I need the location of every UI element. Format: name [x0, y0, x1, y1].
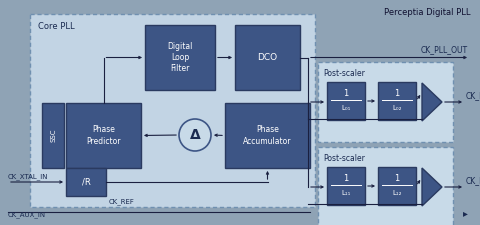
Text: CK_XTAL_IN: CK_XTAL_IN — [8, 173, 48, 180]
Polygon shape — [422, 83, 442, 121]
Text: L₁₁: L₁₁ — [341, 190, 351, 196]
Text: CK_PLL_DIV0: CK_PLL_DIV0 — [466, 91, 480, 100]
Bar — [30, 14, 315, 207]
Text: Phase
Predictor: Phase Predictor — [86, 126, 121, 146]
Text: CK_REF: CK_REF — [109, 198, 135, 205]
Bar — [327, 167, 365, 205]
Bar — [66, 168, 106, 196]
Text: SSC: SSC — [50, 129, 56, 142]
Polygon shape — [422, 168, 442, 206]
Text: ▸: ▸ — [463, 208, 468, 218]
Text: DCO: DCO — [257, 53, 277, 62]
Text: Post-scaler: Post-scaler — [323, 69, 365, 78]
Bar — [235, 25, 300, 90]
Bar — [318, 62, 453, 142]
Bar — [378, 82, 416, 120]
Text: 1: 1 — [395, 89, 400, 98]
Bar — [42, 103, 64, 168]
Text: Digital
Loop
Filter: Digital Loop Filter — [168, 42, 192, 73]
Text: L₀₁: L₀₁ — [341, 105, 351, 111]
Bar — [378, 167, 416, 205]
Text: Post-scaler: Post-scaler — [323, 154, 365, 163]
Bar — [318, 147, 453, 225]
Text: 1: 1 — [395, 174, 400, 183]
Text: CK_AUX_IN: CK_AUX_IN — [8, 211, 46, 218]
Bar — [225, 103, 310, 168]
Text: L₀₂: L₀₂ — [392, 105, 402, 111]
Text: CK_PLL_OUT: CK_PLL_OUT — [421, 45, 468, 54]
Circle shape — [179, 119, 211, 151]
Text: Δ: Δ — [190, 128, 200, 142]
Text: 1: 1 — [343, 89, 348, 98]
Text: /R: /R — [82, 178, 90, 187]
Text: Core PLL: Core PLL — [38, 22, 74, 31]
Bar — [66, 103, 141, 168]
Text: Phase
Accumulator: Phase Accumulator — [243, 126, 292, 146]
Bar — [327, 82, 365, 120]
Text: Perceptia Digital PLL: Perceptia Digital PLL — [384, 8, 470, 17]
Bar — [145, 25, 215, 90]
Text: 1: 1 — [343, 174, 348, 183]
Text: L₁₂: L₁₂ — [392, 190, 402, 196]
Text: CK_PLL_DIV1: CK_PLL_DIV1 — [466, 176, 480, 185]
